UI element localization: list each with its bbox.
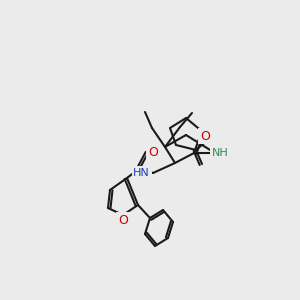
Text: O: O	[148, 146, 158, 160]
Text: NH: NH	[212, 148, 228, 158]
Text: O: O	[118, 214, 128, 226]
Text: O: O	[200, 130, 210, 142]
Text: HN: HN	[133, 168, 150, 178]
